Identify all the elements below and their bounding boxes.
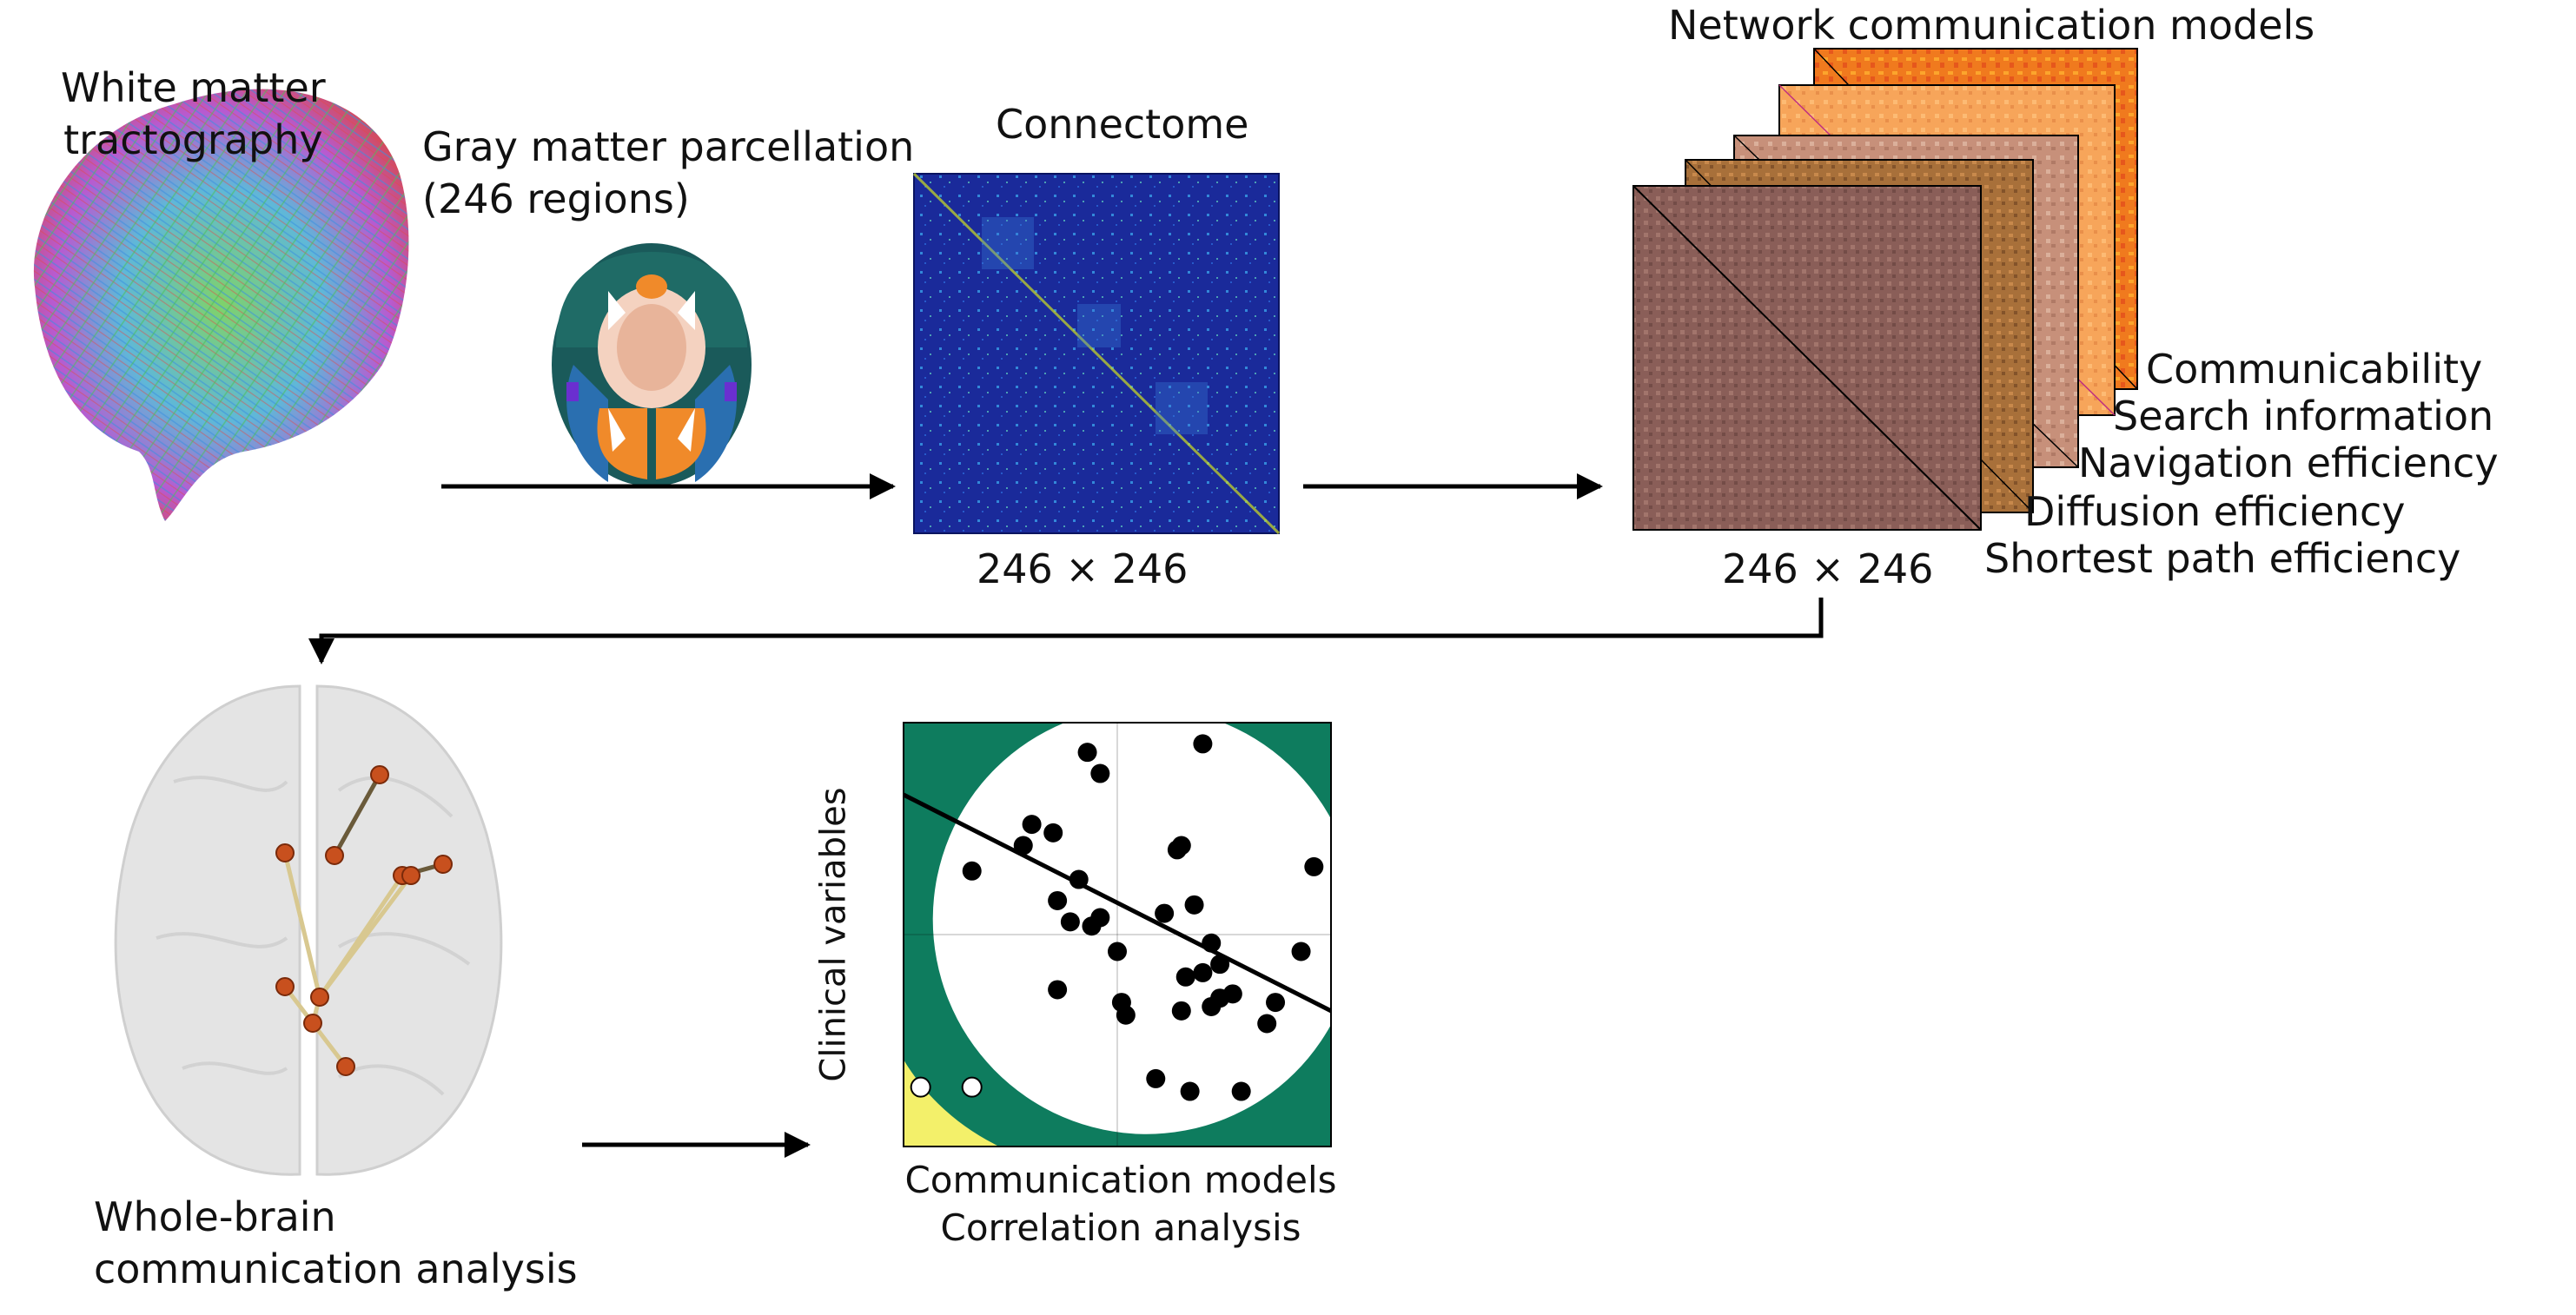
arrow-models-to-analysis bbox=[308, 598, 1824, 664]
brain-node bbox=[310, 988, 329, 1007]
scatter-point bbox=[1022, 815, 1042, 835]
scatter-point bbox=[1257, 1014, 1277, 1034]
parcellation-slice-image bbox=[552, 243, 752, 486]
scatter-point bbox=[1116, 1005, 1136, 1025]
scatter-point bbox=[1222, 984, 1242, 1004]
brain-node bbox=[275, 977, 295, 996]
model-label-diffusion-efficiency: Diffusion efficiency bbox=[2024, 488, 2406, 535]
scatter-point bbox=[1175, 967, 1195, 987]
scatter-point bbox=[1184, 895, 1204, 915]
scatter-points bbox=[910, 734, 1324, 1101]
scatter-point bbox=[1231, 1081, 1251, 1101]
connectome-matrix bbox=[912, 172, 1281, 535]
model-label-communicability: Communicability bbox=[2146, 346, 2483, 393]
parcellation-label-line2: (246 regions) bbox=[422, 175, 690, 222]
scatter-x-axis-label-line1: Communication models bbox=[904, 1159, 1337, 1201]
scatter-x-axis-label: Communication models Correlation analysi… bbox=[886, 1157, 1355, 1252]
outlier-region bbox=[904, 1060, 999, 1146]
scatter-point bbox=[1090, 763, 1110, 783]
scatter-point bbox=[1291, 942, 1311, 961]
connectome-dimension: 246 × 246 bbox=[977, 545, 1189, 592]
brain-node bbox=[275, 843, 295, 862]
confidence-ellipse bbox=[932, 707, 1358, 1134]
model-label-navigation-efficiency: Navigation efficiency bbox=[2078, 439, 2499, 486]
models-title: Network communication models bbox=[1668, 2, 2315, 49]
brain-node bbox=[336, 1057, 355, 1076]
analysis-label: Whole-brain communication analysis bbox=[94, 1192, 578, 1296]
glass-brain-image bbox=[114, 684, 503, 1176]
communication-model-stack bbox=[1632, 48, 2138, 531]
scatter-point bbox=[1043, 823, 1063, 843]
brain-node bbox=[303, 1014, 322, 1033]
tractography-brain-image bbox=[33, 89, 409, 522]
tractography-label-line2: tractography bbox=[63, 116, 323, 163]
tractography-label: White matter tractography bbox=[61, 63, 326, 167]
regression-line bbox=[902, 792, 1333, 1014]
model-label-shortest-path-efficiency: Shortest path efficiency bbox=[1984, 535, 2461, 582]
scatter-point bbox=[1266, 993, 1286, 1013]
scatter-point bbox=[1069, 869, 1089, 889]
scatter-point bbox=[1202, 996, 1222, 1016]
scatter-point bbox=[1193, 962, 1213, 982]
scatter-point bbox=[1082, 916, 1102, 936]
scatter-point bbox=[1180, 1081, 1200, 1101]
models-dimension: 246 × 246 bbox=[1722, 545, 1934, 592]
scatter-point bbox=[1048, 890, 1068, 910]
scatter-y-axis-label: Clinical variables bbox=[813, 787, 854, 1082]
scatter-point bbox=[1202, 933, 1222, 953]
scatter-outlier-point bbox=[961, 1076, 983, 1098]
scatter-point bbox=[1048, 980, 1068, 1000]
brain-node bbox=[401, 866, 421, 885]
parcellation-label: Gray matter parcellation (246 regions) bbox=[422, 122, 914, 226]
analysis-label-line1: Whole-brain bbox=[94, 1193, 336, 1240]
scatter-outlier-point bbox=[910, 1076, 931, 1098]
model-label-search-information: Search information bbox=[2113, 393, 2494, 439]
parcellation-label-line1: Gray matter parcellation bbox=[422, 123, 915, 170]
glass-brain-nodes bbox=[275, 765, 453, 1076]
tractography-label-line1: White matter bbox=[61, 64, 326, 111]
scatter-point bbox=[1108, 942, 1127, 961]
scatter-point bbox=[1013, 836, 1033, 856]
scatter-point bbox=[1155, 903, 1175, 923]
scatter-point bbox=[1210, 955, 1230, 975]
scatter-point bbox=[1146, 1068, 1166, 1088]
scatter-point bbox=[1193, 734, 1213, 754]
scatter-point bbox=[1077, 743, 1097, 763]
scatter-point bbox=[962, 861, 982, 881]
brain-node bbox=[325, 846, 344, 865]
connectome-title: Connectome bbox=[996, 101, 1249, 148]
scatter-point bbox=[1304, 856, 1324, 876]
analysis-label-line2: communication analysis bbox=[94, 1245, 578, 1292]
scatter-plot bbox=[902, 707, 1358, 1147]
scatter-point bbox=[1171, 1001, 1191, 1021]
brain-node bbox=[434, 855, 453, 874]
scatter-point bbox=[1060, 912, 1080, 932]
brain-node bbox=[370, 765, 389, 784]
scatter-point bbox=[1167, 840, 1187, 860]
scatter-x-axis-label-line2: Correlation analysis bbox=[940, 1206, 1301, 1249]
